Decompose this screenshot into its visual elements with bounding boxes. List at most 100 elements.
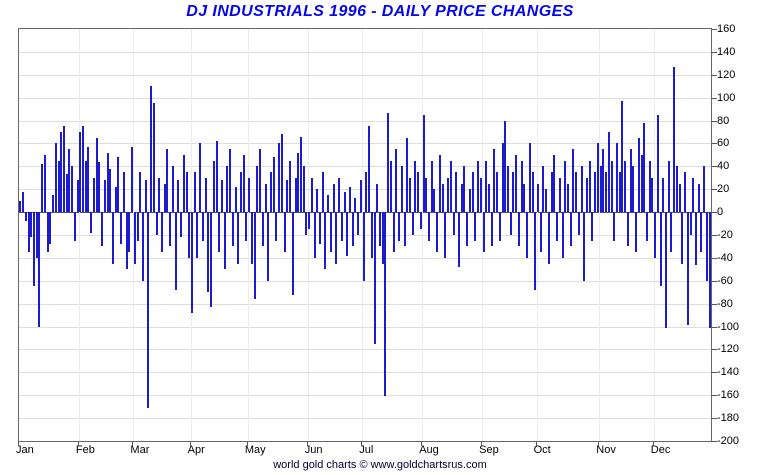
price-change-bar <box>572 149 575 213</box>
price-change-bar <box>580 166 583 213</box>
y-axis-label: 40 <box>717 160 730 173</box>
price-change-bar <box>640 154 643 213</box>
price-change-bar <box>381 212 384 264</box>
price-change-bar <box>433 189 436 213</box>
price-change-bar <box>319 212 322 245</box>
price-change-bar <box>324 212 327 270</box>
price-change-bar <box>253 212 256 300</box>
x-axis-tick <box>132 442 134 446</box>
price-change-bar <box>24 212 27 222</box>
price-change-bar <box>482 212 485 253</box>
price-change-bar <box>204 177 207 213</box>
price-change-bar <box>411 212 414 235</box>
v-gridline <box>78 29 80 441</box>
x-axis-label: May <box>244 444 266 456</box>
y-axis-label: -180 <box>717 412 740 425</box>
x-axis-tick <box>421 442 423 446</box>
price-change-bar <box>408 177 411 213</box>
price-change-bar <box>509 212 512 235</box>
price-change-bar <box>92 177 95 213</box>
price-change-bar <box>588 160 591 213</box>
price-change-bar <box>139 172 142 213</box>
price-change-bar <box>400 166 403 213</box>
price-change-bar <box>368 126 371 213</box>
x-axis-label: Jun <box>304 444 323 456</box>
price-change-bar <box>389 160 392 213</box>
price-change-bar <box>602 149 605 213</box>
h-gridline <box>19 235 711 236</box>
price-change-bar <box>259 149 262 213</box>
price-change-bar <box>477 160 480 213</box>
y-axis-label: -120 <box>717 343 740 356</box>
price-change-bar <box>586 177 589 213</box>
price-change-bar <box>414 160 417 213</box>
x-axis-label: Dec <box>650 444 671 456</box>
y-axis-tick <box>712 326 717 328</box>
price-change-bar <box>596 143 599 213</box>
price-change-bar <box>41 164 44 213</box>
price-change-bar <box>84 160 87 213</box>
price-change-bar <box>662 177 665 213</box>
price-change-bar <box>441 183 444 213</box>
y-axis-label: -100 <box>717 320 740 333</box>
y-axis-tick <box>712 189 717 191</box>
price-change-bar <box>68 149 71 213</box>
price-change-bar <box>667 160 670 213</box>
price-change-bar <box>54 143 57 213</box>
y-axis-tick <box>712 120 717 122</box>
price-change-bar <box>610 160 613 213</box>
price-change-bar <box>212 160 215 213</box>
h-gridline <box>19 326 711 328</box>
price-change-bar <box>692 177 695 213</box>
price-change-bar <box>272 157 275 213</box>
plot-area <box>18 28 712 442</box>
price-change-bar <box>128 212 131 253</box>
price-change-bar <box>591 212 594 241</box>
price-change-bar <box>438 154 441 213</box>
v-gridline <box>247 29 249 441</box>
price-change-bar <box>332 183 335 213</box>
h-gridline <box>19 97 711 99</box>
price-change-bar <box>163 183 166 213</box>
price-change-bar <box>106 152 109 213</box>
price-change-bar <box>378 212 381 247</box>
price-change-bar <box>49 212 52 245</box>
y-axis-tick <box>712 74 717 76</box>
price-change-bar <box>452 212 455 235</box>
price-change-bar <box>95 137 98 213</box>
price-change-bar <box>65 174 68 213</box>
y-axis-tick <box>712 349 717 351</box>
price-change-bar <box>550 172 553 213</box>
v-gridline <box>536 29 538 441</box>
h-gridline <box>19 189 711 191</box>
y-axis-tick <box>712 280 717 282</box>
price-change-bar <box>275 212 278 241</box>
price-change-bar <box>362 212 365 281</box>
price-change-bar <box>599 166 602 213</box>
x-axis-label: Apr <box>187 444 205 456</box>
price-change-bar <box>191 212 193 313</box>
price-change-bar <box>618 172 621 213</box>
price-change-bar <box>111 212 114 264</box>
price-change-bar <box>147 212 150 408</box>
price-change-bar <box>38 212 41 327</box>
x-axis: Jan Feb Mar Apr May Jun Jul Aug Sep Oct Nov Dec <box>16 444 710 458</box>
price-change-bar <box>79 132 82 213</box>
y-axis: 160 140 120 100 80 60 40 20 0 -20 -40 -60 -80 -100 -12… <box>717 23 759 447</box>
x-axis-tick <box>361 442 363 446</box>
price-change-bar <box>291 212 294 295</box>
price-change-bar <box>101 212 104 247</box>
y-axis-label: -140 <box>717 366 740 379</box>
price-change-bar <box>523 183 526 213</box>
y-axis-label: 120 <box>717 68 736 81</box>
price-change-bar <box>387 112 390 213</box>
price-change-bar <box>678 183 681 213</box>
price-change-bar <box>517 212 520 247</box>
price-change-bar <box>526 212 529 258</box>
price-change-bar <box>575 172 578 213</box>
price-change-bar <box>136 212 139 241</box>
price-change-bar <box>278 143 281 213</box>
y-axis-tick <box>712 372 717 374</box>
x-axis-tick <box>598 442 600 446</box>
y-axis-label: 80 <box>717 114 730 127</box>
